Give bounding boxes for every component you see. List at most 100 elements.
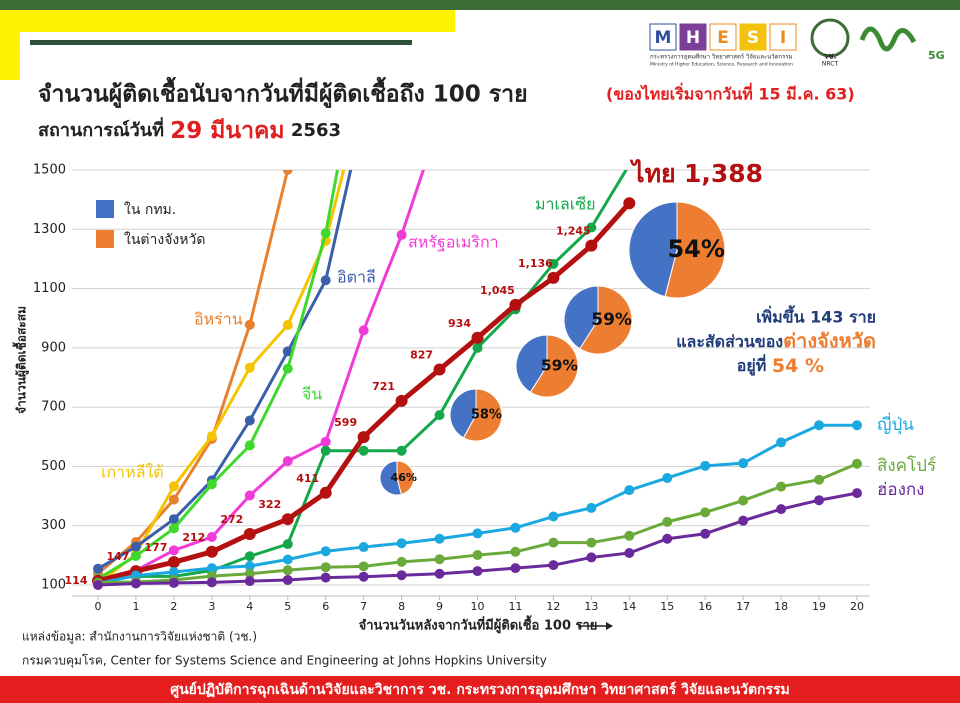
x-tick-label: 12 (546, 600, 560, 613)
pie-slice (515, 334, 548, 393)
data-point (548, 537, 559, 548)
x-tick-label: 1 (132, 600, 139, 613)
legend-label: ใน กทม. (124, 201, 176, 218)
data-point (624, 485, 635, 496)
x-tick-label: 17 (736, 600, 750, 613)
x-tick-label: 20 (850, 600, 864, 613)
note: และสัดส่วนของ (676, 332, 783, 351)
series-label: สหรัฐอเมริกา (408, 233, 499, 252)
data-point (319, 486, 332, 499)
x-tick-label: 6 (322, 600, 329, 613)
data-point (93, 580, 103, 590)
nrct-emblem (810, 18, 850, 58)
pie-slice (379, 460, 402, 496)
data-point (548, 258, 559, 269)
pie-slice (396, 460, 415, 496)
y-axis-title: จำนวนผู้ติดเชื้อสะสม (12, 306, 30, 414)
y-tick-label: 500 (41, 459, 66, 474)
legend-label: ในต่างจังหวัด (124, 231, 205, 248)
data-point (510, 563, 521, 574)
y-tick-label: 900 (41, 340, 66, 355)
x-tick-label: 5 (284, 600, 291, 613)
logo-box (739, 23, 767, 51)
logo-box (679, 23, 707, 51)
pie-label: 54% (667, 235, 724, 263)
x-tick-label: 7 (360, 600, 367, 613)
series-line (97, 170, 346, 585)
data-point (168, 514, 179, 525)
data-point (243, 528, 256, 541)
x-tick-label: 11 (508, 600, 522, 613)
data-point (586, 222, 597, 233)
data-label: 147 (106, 550, 129, 563)
data-point (434, 410, 445, 421)
data-point (396, 538, 407, 549)
data-point (358, 445, 369, 456)
series-line (97, 170, 425, 582)
data-point (738, 458, 749, 469)
note-highlight: 54 % (772, 355, 824, 377)
data-point (776, 437, 787, 448)
pie-label: 46% (391, 471, 417, 484)
data-point (472, 528, 483, 539)
data-point (358, 571, 369, 582)
series-line (97, 170, 353, 570)
data-point (282, 574, 293, 585)
data-label: 1,388 (684, 159, 763, 188)
legend-swatch (96, 230, 114, 248)
nrct: วช. (824, 52, 837, 61)
data-point (358, 542, 369, 553)
x-tick-label: 0 (95, 600, 102, 613)
y-tick-label: 1300 (33, 222, 66, 237)
data-point (281, 513, 294, 526)
data-point (168, 523, 179, 534)
data-point (509, 298, 522, 311)
data-point (776, 481, 787, 492)
data-point (662, 516, 673, 527)
note: เพิ่มขึ้น 143 ราย (756, 305, 876, 327)
data-point (244, 561, 255, 572)
data-point (282, 456, 293, 467)
data-point (282, 346, 293, 357)
note-highlight: ต่างจังหวัด (783, 329, 876, 353)
data-point (358, 561, 369, 572)
note: อยู่ที่ (737, 354, 767, 377)
data-point (320, 228, 331, 239)
pie-label: 59% (541, 357, 579, 375)
x-tick-label: 14 (622, 600, 636, 613)
y-tick-label: 700 (41, 400, 66, 415)
data-label: 114 (65, 574, 88, 587)
logo-letter: E (717, 28, 729, 48)
series-label: อิตาลี (337, 268, 376, 287)
pie-slice (579, 285, 633, 355)
data-label: 827 (410, 348, 433, 361)
title: จำนวนผู้ติดเชื้อนับจากวันที่มีผู้ติดเชื้… (38, 77, 528, 109)
series-line (97, 170, 339, 581)
data-label: 322 (258, 498, 281, 511)
data-point (282, 565, 293, 576)
pie-label: 58% (471, 408, 502, 423)
data-point (738, 495, 749, 506)
data-label: 1,245 (556, 225, 591, 238)
note: และสัดส่วนของต่างจังหวัด (676, 329, 876, 353)
pie-slice (664, 201, 726, 299)
series-label: ไทย (629, 158, 676, 188)
data-point (320, 445, 331, 456)
x-tick-label: 2 (170, 600, 177, 613)
x-tick-label: 3 (208, 600, 215, 613)
data-point (814, 420, 825, 431)
pie-slice (529, 334, 579, 398)
data-point (852, 488, 862, 499)
logo-letter: H (686, 28, 700, 48)
series-label: ฮ่องกง (877, 480, 924, 500)
data-point (700, 460, 711, 471)
data-point (662, 472, 673, 483)
date: 29 มีนาคม (170, 118, 284, 144)
data-point (168, 545, 179, 556)
legend-swatch (96, 200, 114, 218)
data-point (548, 560, 559, 571)
data-point (206, 479, 217, 490)
data-point (586, 537, 597, 548)
data-point (168, 494, 179, 505)
pie-label: 59% (591, 310, 632, 330)
